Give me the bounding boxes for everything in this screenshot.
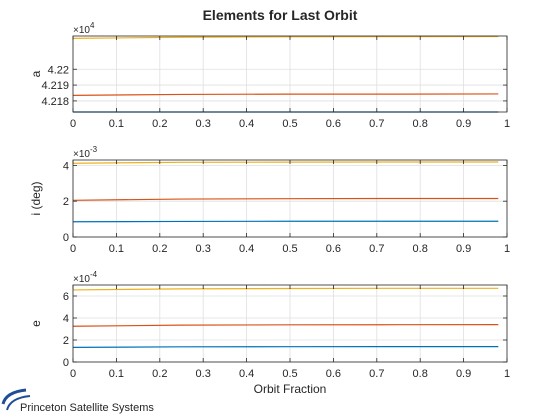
x-tick-label: 0.7 <box>369 118 384 130</box>
series-line-2 <box>72 324 499 327</box>
subplot-2: 0 0.1 0.2 0.3 0.4 0.5 0.6 0.7 0.8 0.9 1 0 2 4 ×10-3 i (… <box>29 145 510 255</box>
y-exponent-power: -4 <box>90 270 98 279</box>
x-axis-label: Orbit Fraction <box>254 382 327 396</box>
y-axis-label: i (deg) <box>29 181 43 215</box>
brand-logo: Princeton Satellite Systems <box>1 388 154 414</box>
y-tick-label: 2 <box>63 335 69 347</box>
x-tick-label: 0.8 <box>413 243 428 255</box>
subplots: 0 0.1 0.2 0.3 0.4 0.5 0.6 0.7 0.8 0.9 1 4.218 4.219 4… <box>29 21 510 380</box>
x-tick-label: 0.6 <box>326 243 341 255</box>
x-tick-label: 0.5 <box>282 368 297 380</box>
y-exponent-label: ×10-3 <box>73 145 98 160</box>
chart-title: Elements for Last Orbit <box>203 7 358 23</box>
x-tick-label: 0.4 <box>239 368 254 380</box>
x-tick-label: 0.3 <box>196 243 211 255</box>
x-tick-label: 0.2 <box>152 368 167 380</box>
x-tick-label: 0.6 <box>326 368 341 380</box>
x-tick-label: 0.4 <box>239 118 254 130</box>
series-line-1 <box>72 346 499 348</box>
x-tick-label: 0.5 <box>282 118 297 130</box>
y-axis-label: e <box>29 320 43 327</box>
y-tick-label: 4.22 <box>48 64 69 76</box>
series-line-2 <box>72 93 499 96</box>
x-tick-label: 1 <box>504 368 510 380</box>
x-tick-label: 0.2 <box>152 118 167 130</box>
x-tick-label: 0.9 <box>456 243 471 255</box>
y-tick-label: 0 <box>63 232 69 244</box>
series-line-2 <box>72 197 499 201</box>
x-tick-label: 0.1 <box>109 368 124 380</box>
x-tick-label: 0.8 <box>413 368 428 380</box>
x-tick-label: 0.7 <box>369 368 384 380</box>
x-tick-label: 1 <box>504 243 510 255</box>
x-tick-label: 0.2 <box>152 243 167 255</box>
y-tick-label: 4.218 <box>41 96 69 108</box>
x-tick-label: 0.3 <box>196 118 211 130</box>
y-axis-label: a <box>29 70 43 77</box>
y-tick-label: 2 <box>63 196 69 208</box>
x-tick-label: 1 <box>504 118 510 130</box>
x-tick-label: 0.6 <box>326 118 341 130</box>
x-tick-label: 0.9 <box>456 368 471 380</box>
x-tick-label: 0.8 <box>413 118 428 130</box>
x-tick-label: 0.5 <box>282 243 297 255</box>
y-exponent-power: -3 <box>90 145 98 154</box>
x-tick-label: 0.7 <box>369 243 384 255</box>
subplot-1: 0 0.1 0.2 0.3 0.4 0.5 0.6 0.7 0.8 0.9 1 4.218 4.219 4… <box>29 21 510 130</box>
x-tick-label: 0.3 <box>196 368 211 380</box>
y-tick-label: 0 <box>63 357 69 369</box>
y-tick-label: 6 <box>63 291 69 303</box>
y-exponent-power: 4 <box>90 21 95 30</box>
brand-name: Princeton Satellite Systems <box>20 402 154 414</box>
y-tick-label: 4.219 <box>41 80 69 92</box>
logo-swoosh-icon <box>6 395 31 411</box>
x-tick-label: 0.4 <box>239 243 254 255</box>
series-line-1 <box>72 220 499 223</box>
x-tick-label: 0 <box>70 368 76 380</box>
x-tick-label: 0.9 <box>456 118 471 130</box>
subplot-3: 0 0.1 0.2 0.3 0.4 0.5 0.6 0.7 0.8 0.9 1 0 2 4 6 ×10-4 e <box>29 270 510 380</box>
x-tick-label: 0.1 <box>109 118 124 130</box>
x-tick-label: 0 <box>70 243 76 255</box>
y-tick-label: 4 <box>63 313 69 325</box>
x-tick-label: 0.1 <box>109 243 124 255</box>
x-tick-label: 0 <box>70 118 76 130</box>
logo-swoosh-icon <box>1 388 27 405</box>
y-tick-label: 4 <box>63 160 69 172</box>
y-exponent-label: ×104 <box>73 21 95 36</box>
y-exponent-label: ×10-4 <box>73 270 98 285</box>
